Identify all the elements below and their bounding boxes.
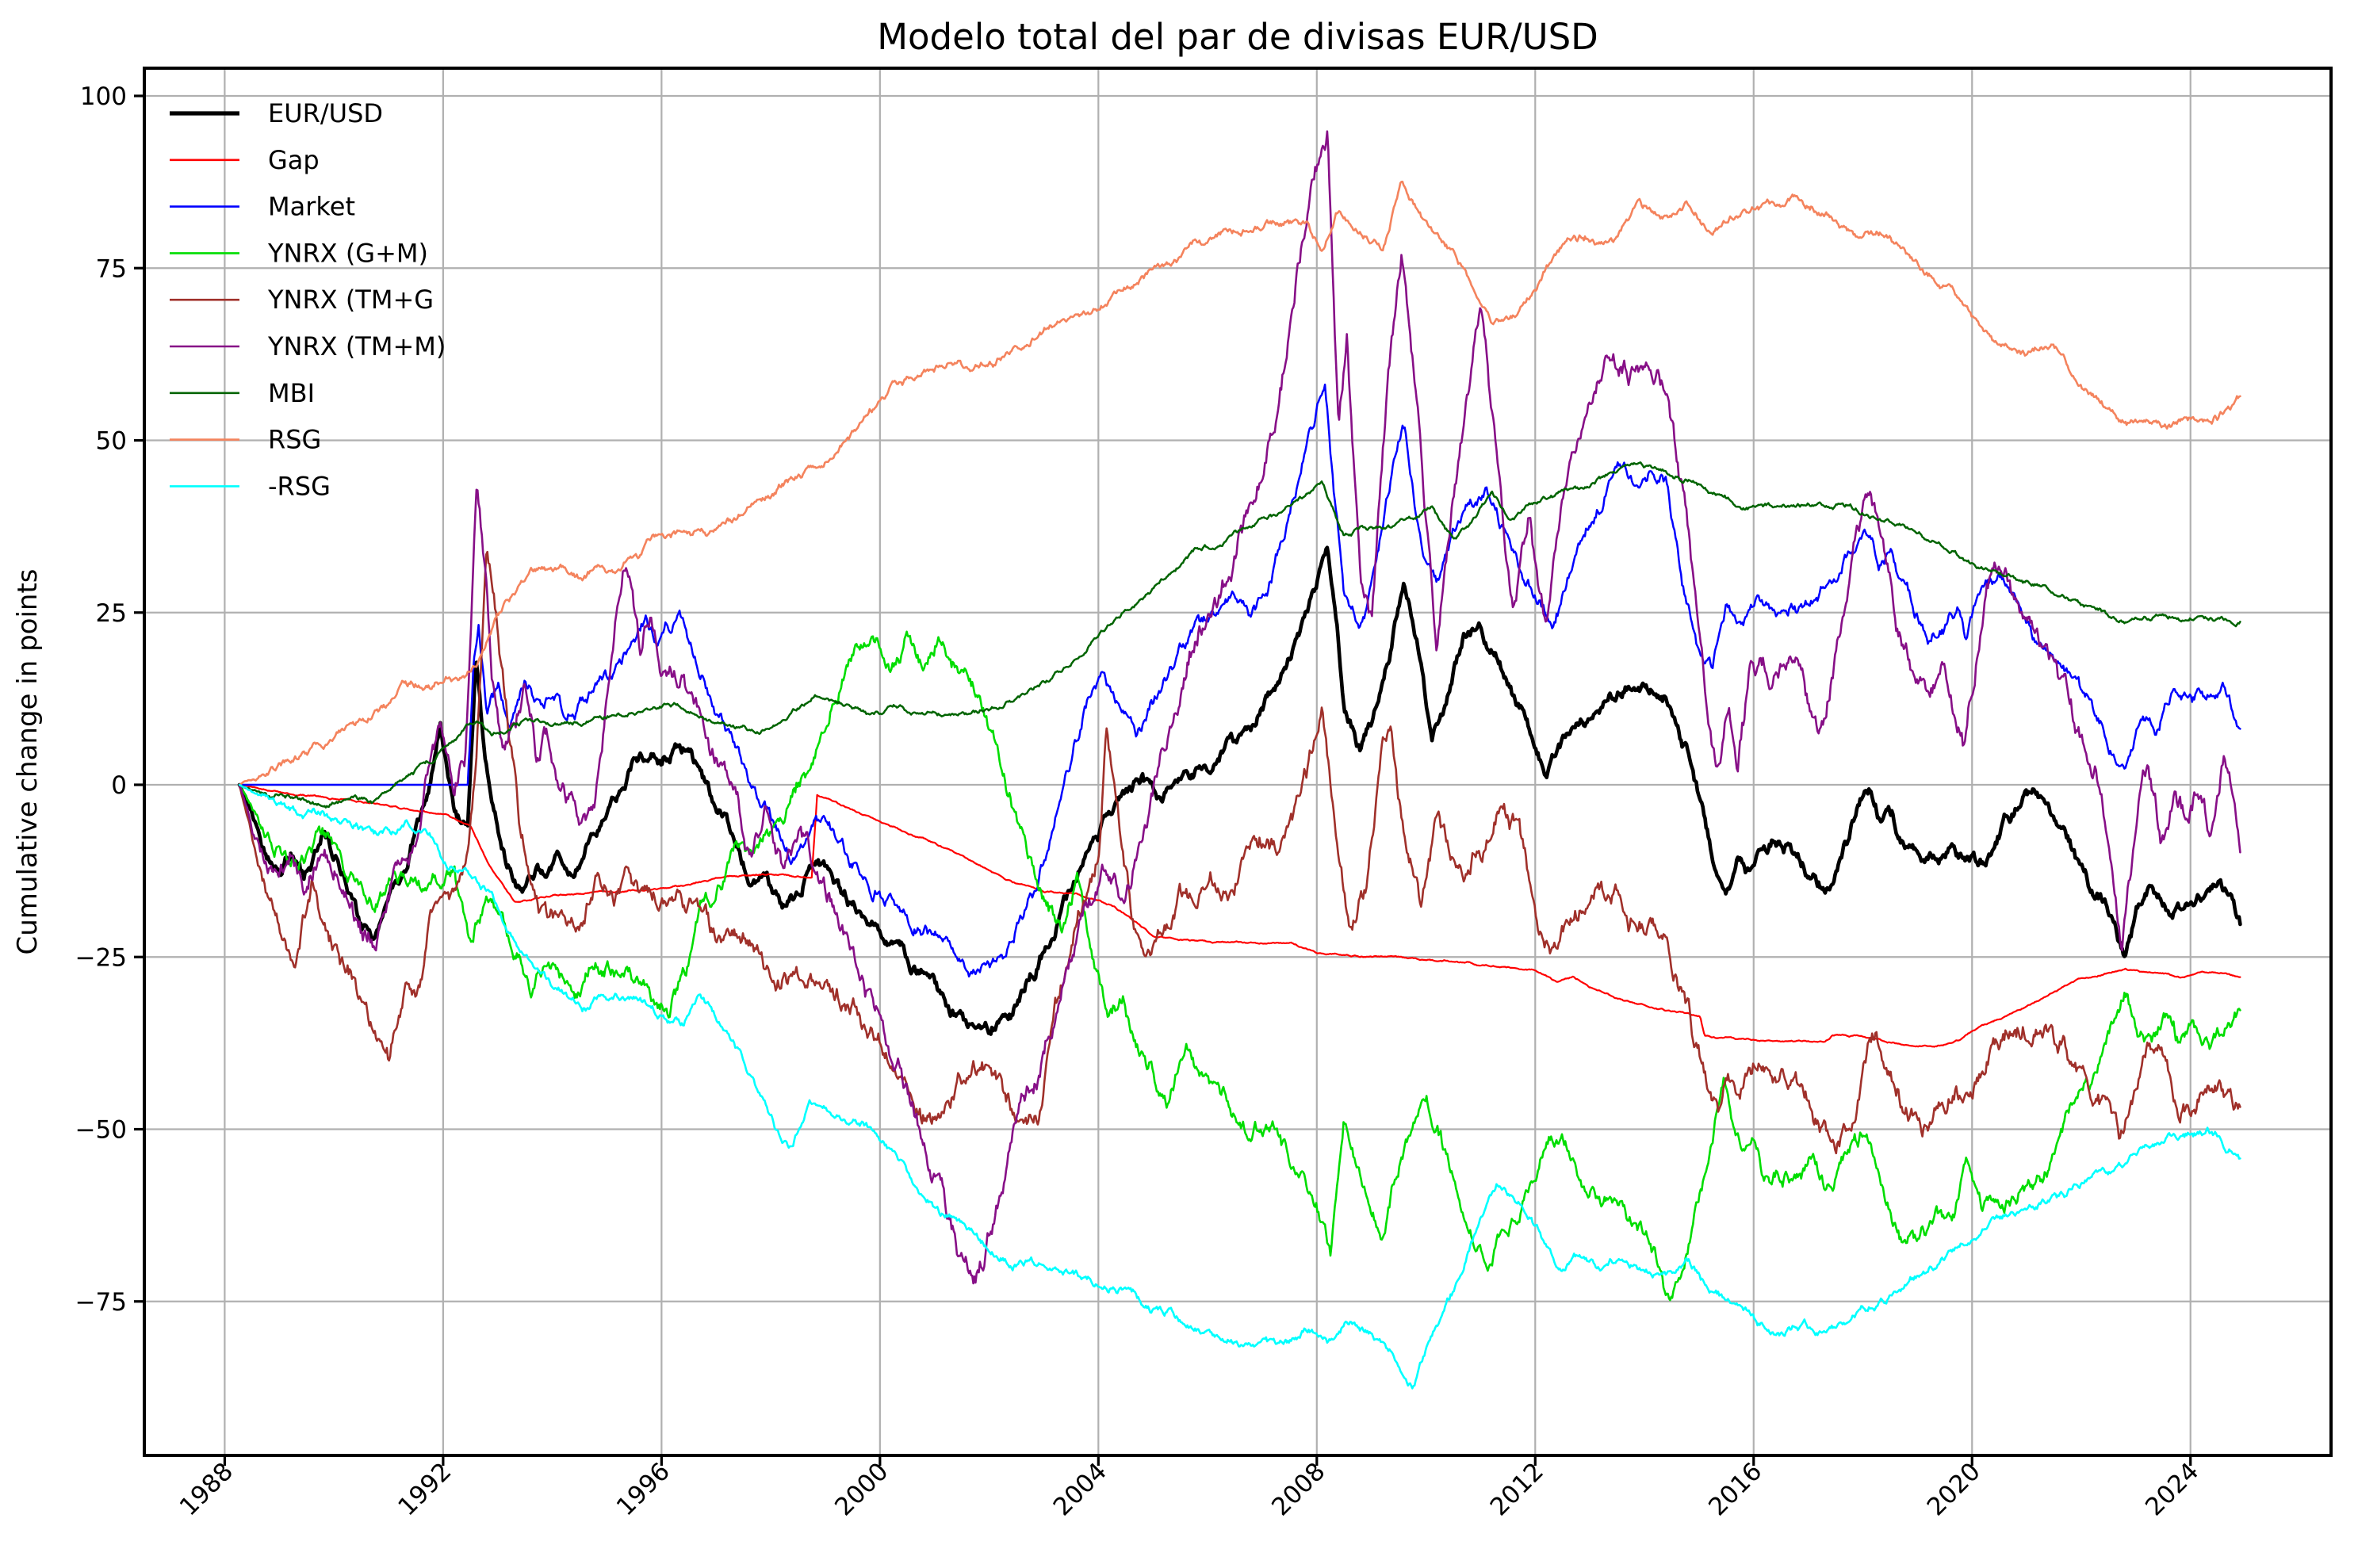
x-tick-label: 2024 bbox=[2140, 1457, 2204, 1521]
series-line-gap bbox=[238, 783, 2241, 1048]
x-tick-label: 1992 bbox=[392, 1457, 457, 1521]
x-tick-label: 1988 bbox=[174, 1457, 239, 1521]
x-tick-label: 2000 bbox=[829, 1457, 894, 1521]
series-line-mbi bbox=[238, 461, 2241, 809]
y-tick-label: −50 bbox=[75, 1116, 127, 1145]
legend-label: -RSG bbox=[268, 471, 331, 501]
y-tick-label: 50 bbox=[96, 427, 127, 456]
y-axis-label: Cumulative change in points bbox=[12, 568, 44, 954]
x-tick-label: 2008 bbox=[1266, 1457, 1330, 1521]
legend-entry: RSG bbox=[170, 425, 321, 455]
legend-label: MBI bbox=[268, 378, 315, 408]
x-tick-labels: 1988 1992 1996 2000 2004 2008 2012 2016 2020 2024 bbox=[174, 1457, 2205, 1521]
y-tick-label: −75 bbox=[75, 1288, 127, 1317]
grid bbox=[144, 68, 2331, 1455]
series-line--rsg bbox=[238, 783, 2241, 1390]
x-tick-label: 1996 bbox=[611, 1457, 676, 1521]
x-tick-label: 2020 bbox=[1922, 1457, 1986, 1521]
chart-title: Modelo total del par de divisas EUR/USD bbox=[877, 16, 1598, 58]
y-tick-label: 100 bbox=[80, 82, 127, 111]
series-line-ynrx-tm-m- bbox=[238, 130, 2241, 1285]
series-line-eur-usd bbox=[237, 545, 2242, 1036]
x-tick-label: 2016 bbox=[1703, 1457, 1767, 1521]
x-tick-label: 2012 bbox=[1485, 1457, 1549, 1521]
legend-entry: Market bbox=[170, 192, 355, 222]
legend-label: YNRX (TM+G bbox=[267, 285, 434, 315]
legend-entry: EUR/USD bbox=[170, 98, 383, 128]
legend-entry: -RSG bbox=[170, 471, 331, 501]
legend-entry: YNRX (G+M) bbox=[170, 238, 428, 268]
series-line-ynrx-g-m- bbox=[238, 630, 2241, 1302]
legend: EUR/USD Gap Market YNRX (G+M) YNRX (TM+G YNRX… bbox=[170, 98, 446, 501]
legend-label: Gap bbox=[268, 145, 320, 175]
y-tick-labels: 100 75 50 25 0 −25 −50 −75 bbox=[75, 82, 127, 1317]
series-line-rsg bbox=[238, 180, 2241, 786]
legend-label: EUR/USD bbox=[268, 98, 383, 128]
legend-label: YNRX (G+M) bbox=[267, 238, 428, 268]
ticks bbox=[134, 94, 2192, 1466]
y-tick-label: 25 bbox=[96, 599, 127, 628]
legend-label: RSG bbox=[268, 425, 321, 455]
y-tick-label: −25 bbox=[75, 943, 127, 972]
legend-label: YNRX (TM+M) bbox=[267, 331, 446, 361]
legend-entry: YNRX (TM+G bbox=[170, 285, 434, 315]
legend-entry: Gap bbox=[170, 145, 320, 175]
y-tick-label: 0 bbox=[111, 771, 127, 800]
series-line-market bbox=[238, 383, 2241, 978]
legend-entry: MBI bbox=[170, 378, 315, 408]
y-tick-label: 75 bbox=[96, 254, 127, 283]
axes-box bbox=[143, 67, 2333, 1457]
x-tick-label: 2004 bbox=[1048, 1457, 1112, 1521]
plot-series bbox=[237, 130, 2242, 1390]
legend-label: Market bbox=[268, 192, 355, 222]
series-line-ynrx-tm-g bbox=[238, 550, 2241, 1155]
legend-entry: YNRX (TM+M) bbox=[170, 331, 446, 361]
